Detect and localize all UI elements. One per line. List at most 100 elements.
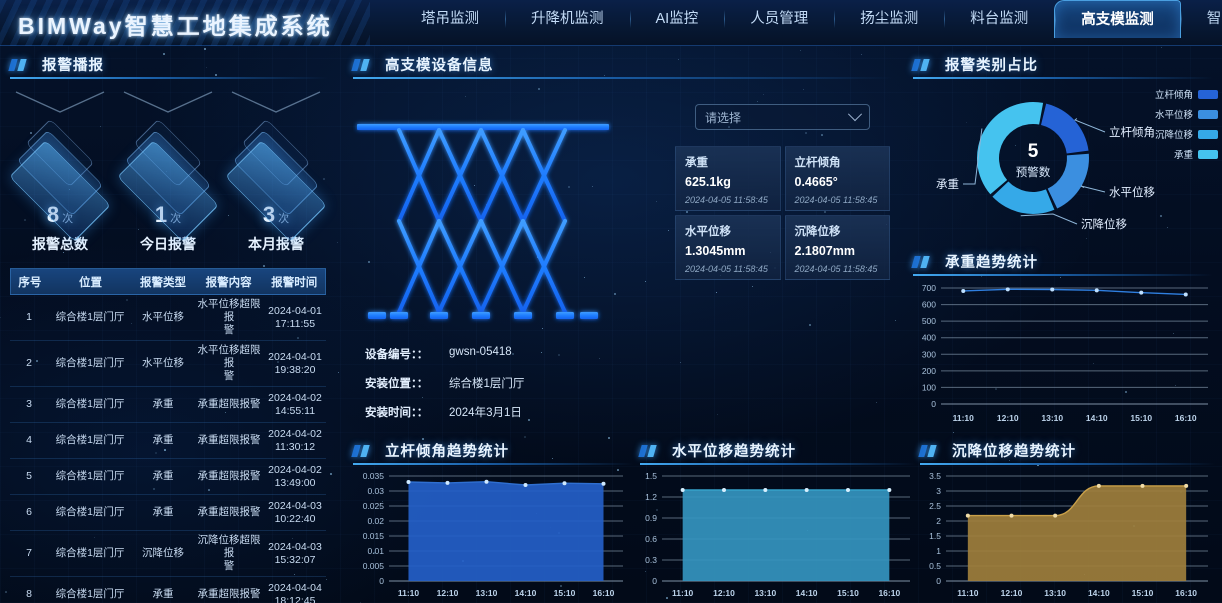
panel-title-text: 沉降位移趋势统计 bbox=[952, 444, 1076, 460]
nav-tab-3[interactable]: 人员管理 bbox=[724, 0, 834, 38]
svg-text:0.015: 0.015 bbox=[363, 531, 385, 541]
stat-label: 今日报警 bbox=[140, 236, 196, 252]
chart-point-4 bbox=[846, 488, 850, 492]
table-cell: 承重超限报警 bbox=[197, 398, 261, 410]
svg-text:0.9: 0.9 bbox=[645, 513, 657, 523]
table-row[interactable]: 5 综合楼1层门厅 承重 承重超限报警 2024-04-02 13:49:00 bbox=[10, 459, 326, 495]
title-underline bbox=[640, 463, 915, 465]
panel-title-horizontal-trend: 水平位移趋势统计 bbox=[638, 440, 915, 466]
chart-point-3 bbox=[523, 483, 528, 487]
chart-line bbox=[967, 485, 1187, 517]
nav-tab-2[interactable]: AI监控 bbox=[629, 0, 725, 38]
table-row[interactable]: 4 综合楼1层门厅 承重 承重超限报警 2024-04-02 11:30:12 bbox=[10, 423, 326, 459]
table-row[interactable]: 1 综合楼1层门厅 水平位移 水平位移超限报警 2024-04-01 17:11:55 bbox=[10, 295, 326, 341]
svg-text:11:10: 11:10 bbox=[398, 588, 420, 598]
svg-text:0.03: 0.03 bbox=[367, 486, 384, 496]
table-cell: 水平位移 bbox=[142, 357, 184, 369]
alarm-stat-0: 8次 报警总数 bbox=[6, 84, 114, 269]
field-value: gwsn-05418 bbox=[449, 346, 512, 358]
legend-swatch bbox=[1198, 89, 1218, 99]
metric-timestamp: 2024-04-05 11:58:45 bbox=[685, 195, 768, 205]
svg-text:500: 500 bbox=[922, 316, 936, 326]
scaffold-illustration bbox=[353, 116, 613, 328]
svg-text:300: 300 bbox=[922, 349, 936, 359]
nav-tab-7[interactable]: 智 bbox=[1180, 0, 1222, 38]
legend-item-2[interactable]: 沉降位移 bbox=[1155, 126, 1218, 142]
chart-point-0 bbox=[406, 480, 411, 484]
device-metric-1: 立杆倾角 0.4665° 2024-04-05 11:58:45 bbox=[784, 146, 890, 211]
svg-text:1.5: 1.5 bbox=[929, 531, 941, 541]
app-logo: BIMWay智慧工地集成系统 bbox=[18, 13, 333, 39]
alarm-category-legend: 立杆倾角 水平位移 沉降位移 承重 bbox=[1155, 86, 1218, 166]
svg-text:16:10: 16:10 bbox=[1175, 588, 1197, 598]
table-row[interactable]: 7 综合楼1层门厅 沉降位移 沉降位移超限报警 2024-04-03 15:32:07 bbox=[10, 531, 326, 577]
nav-tab-0[interactable]: 塔吊监测 bbox=[421, 11, 479, 27]
title-marker-icon bbox=[8, 59, 32, 71]
table-row[interactable]: 8 综合楼1层门厅 承重 承重超限报警 2024-04-04 18:12:45 bbox=[10, 577, 326, 603]
nav-tab-6[interactable]: 高支模监测 bbox=[1054, 0, 1181, 38]
device-metric-grid: 承重 625.1kg 2024-04-05 11:58:45 立杆倾角 0.46… bbox=[675, 146, 890, 280]
table-cell: 8 bbox=[26, 588, 32, 600]
legend-item-0[interactable]: 立杆倾角 bbox=[1155, 86, 1218, 102]
svg-text:0.01: 0.01 bbox=[367, 546, 384, 556]
legend-item-1[interactable]: 水平位移 bbox=[1155, 106, 1218, 122]
table-cell: 7 bbox=[26, 547, 32, 559]
alarm-stat-2: 3次 本月报警 bbox=[222, 84, 330, 269]
panel-title-text: 报警类别占比 bbox=[945, 58, 1038, 74]
alarm-table: 序号 位置 报警类型 报警内容 报警时间 1 综合楼1层门厅 水平位移 水平位移超限报警 202… bbox=[10, 268, 326, 603]
chevron-decoration-icon bbox=[14, 90, 106, 116]
table-row[interactable]: 6 综合楼1层门厅 承重 承重超限报警 2024-04-03 10:22:40 bbox=[10, 495, 326, 531]
panel-title-device-info: 高支模设备信息 bbox=[351, 54, 893, 80]
svg-text:12:10: 12:10 bbox=[713, 588, 735, 598]
table-row[interactable]: 2 综合楼1层门厅 水平位移 水平位移超限报警 2024-04-01 19:38:20 bbox=[10, 341, 326, 387]
table-cell: 沉降位移超限报警 bbox=[197, 534, 261, 572]
alarm-stat-1: 1次 今日报警 bbox=[114, 84, 222, 269]
legend-swatch bbox=[1198, 149, 1218, 159]
svg-text:16:10: 16:10 bbox=[878, 588, 900, 598]
chart-point-1 bbox=[1009, 513, 1014, 518]
center-column: 高支模设备信息 请选择 承重 625.1kg 2024-04-05 11:58:… bbox=[345, 46, 900, 603]
svg-text:0.02: 0.02 bbox=[367, 516, 384, 526]
title-underline bbox=[920, 463, 1215, 465]
table-cell: 2024-04-01 17:11:55 bbox=[268, 304, 322, 330]
title-marker-icon bbox=[911, 256, 935, 268]
table-row[interactable]: 3 综合楼1层门厅 承重 承重超限报警 2024-04-02 14:55:11 bbox=[10, 387, 326, 423]
title-underline bbox=[353, 463, 633, 465]
table-cell: 水平位移超限报警 bbox=[197, 298, 261, 336]
table-cell: 2024-04-01 19:38:20 bbox=[268, 350, 322, 376]
table-cell: 2024-04-03 10:22:40 bbox=[268, 499, 322, 525]
chart-point-2 bbox=[1050, 287, 1055, 292]
svg-text:100: 100 bbox=[922, 382, 936, 392]
nav-tab-1[interactable]: 升降机监测 bbox=[505, 0, 630, 38]
svg-text:1.2: 1.2 bbox=[645, 492, 657, 502]
panel-title-alarm-broadcast: 报警播报 bbox=[8, 54, 328, 80]
svg-text:0.005: 0.005 bbox=[363, 561, 385, 571]
svg-text:13:10: 13:10 bbox=[754, 588, 776, 598]
table-cell: 5 bbox=[26, 470, 32, 482]
device-field-0: 设备编号：： gwsn-05418 bbox=[365, 346, 665, 362]
title-underline bbox=[913, 274, 1213, 276]
metric-name: 立杆倾角 bbox=[794, 157, 841, 169]
alarm-category-donut-chart: 立杆倾角 水平位移 沉降位移 承重 5 预警数 bbox=[905, 80, 1222, 240]
nav-tab-5[interactable]: 料台监测 bbox=[944, 0, 1054, 38]
nav-tab-4[interactable]: 扬尘监测 bbox=[834, 0, 944, 38]
legend-label: 承重 bbox=[1173, 150, 1193, 161]
table-cell: 承重超限报警 bbox=[197, 506, 261, 518]
table-cell: 承重 bbox=[152, 588, 174, 600]
donut-center-value: 5 bbox=[1028, 141, 1039, 162]
legend-label: 水平位移 bbox=[1154, 110, 1193, 121]
table-cell: 1 bbox=[26, 311, 32, 323]
legend-item-3[interactable]: 承重 bbox=[1155, 146, 1218, 162]
metric-name: 承重 bbox=[685, 157, 708, 169]
chart-point-1 bbox=[445, 480, 450, 485]
chart-point-5 bbox=[601, 481, 606, 486]
panel-title-alarm-category: 报警类别占比 bbox=[911, 54, 1213, 80]
stat-label: 本月报警 bbox=[248, 236, 304, 252]
panel-title-text: 立杆倾角趋势统计 bbox=[385, 444, 509, 460]
donut-callout-1: 水平位移 bbox=[1109, 185, 1155, 199]
chart-point-2 bbox=[484, 479, 489, 484]
panel-title-text: 水平位移趋势统计 bbox=[672, 444, 796, 460]
device-select[interactable]: 请选择 bbox=[695, 104, 870, 130]
chart-point-0 bbox=[965, 513, 970, 518]
table-header-row: 序号 位置 报警类型 报警内容 报警时间 bbox=[10, 268, 326, 295]
